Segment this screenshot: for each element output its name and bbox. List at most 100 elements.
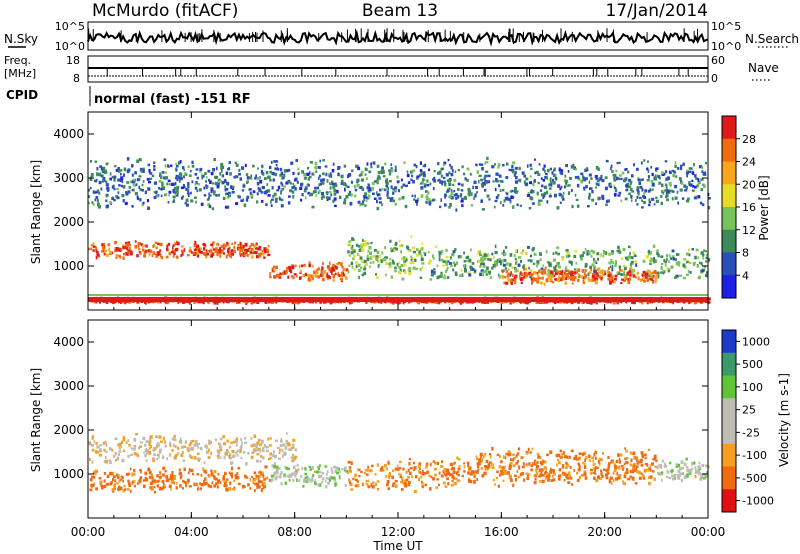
noise-right-tick-top: 10^5 [711,20,741,33]
data-cell [629,475,632,479]
data-cell [522,249,525,252]
data-cell [637,192,640,196]
data-cell [125,191,127,194]
data-cell [381,251,384,255]
data-cell [609,281,612,285]
data-cell [90,244,94,247]
data-cell [688,300,691,304]
data-cell [143,451,145,454]
data-cell [531,447,534,451]
data-cell [590,468,594,471]
data-cell [309,161,313,164]
data-cell [556,206,560,210]
data-cell [142,436,146,441]
data-cell [480,456,482,460]
data-cell [419,471,421,474]
data-cell [155,445,159,449]
data-cell [592,250,596,254]
data-cell [257,485,261,489]
data-cell [274,167,277,171]
data-cell [597,274,599,278]
data-cell [644,463,648,466]
data-cell [387,460,390,465]
data-cell [129,484,131,487]
data-cell [288,195,291,198]
data-cell [282,454,284,458]
data-cell [577,278,580,283]
data-cell [600,469,603,472]
data-cell [350,180,353,184]
data-cell [235,175,239,179]
data-cell [549,167,553,171]
noise-trace [87,28,709,47]
data-cell [623,482,626,486]
data-cell [483,176,486,181]
data-cell [491,165,495,169]
data-cell [117,453,120,456]
data-cell [259,443,262,447]
data-cell [276,167,279,171]
station-title: McMurdo (fitACF) [92,1,238,21]
data-cell [214,181,218,186]
data-cell [100,486,104,490]
data-cell [189,174,192,177]
data-cell [412,180,416,184]
data-cell [629,463,633,467]
data-cell [536,260,540,264]
data-cell [204,469,207,473]
data-cell [605,251,608,256]
data-cell [394,269,397,273]
data-cell [562,471,565,475]
data-cell [443,161,447,165]
data-cell [377,259,380,263]
data-cell [172,191,177,194]
data-cell [225,478,229,481]
data-cell [91,460,94,464]
data-cell [172,481,175,485]
data-cell [518,256,522,259]
data-cell [504,246,508,249]
data-cell [107,482,110,486]
data-cell [348,264,351,267]
data-cell [565,301,569,304]
data-cell [459,274,463,278]
data-cell [153,453,157,457]
data-cell [549,263,551,267]
data-cell [663,258,666,263]
data-cell [655,196,658,199]
data-cell [261,200,264,203]
data-cell [236,472,239,476]
data-cell [500,472,503,475]
data-cell [320,274,324,278]
data-cell [103,245,106,248]
data-cell [148,169,151,173]
data-cell [564,455,568,459]
data-cell [292,465,296,470]
data-cell [624,197,628,201]
data-cell [113,175,117,179]
data-cell [116,473,119,477]
data-cell [105,459,109,464]
data-cell [280,171,284,175]
data-cell [615,169,618,173]
data-cell [88,247,90,251]
data-cell [597,267,601,271]
data-cell [161,479,165,484]
data-cell [478,163,482,166]
data-cell [314,166,318,170]
data-cell [230,461,233,465]
data-cell [487,174,491,178]
data-cell [474,193,477,196]
data-cell [509,464,513,468]
data-cell [174,181,177,186]
data-cell [653,257,656,261]
data-cell [360,170,364,174]
data-cell [118,479,121,483]
data-cell [542,479,545,484]
data-cell [199,482,201,486]
data-cell [394,168,397,172]
data-cell [583,470,587,473]
data-cell [500,460,503,464]
data-cell [188,468,191,472]
data-cell [234,474,238,477]
